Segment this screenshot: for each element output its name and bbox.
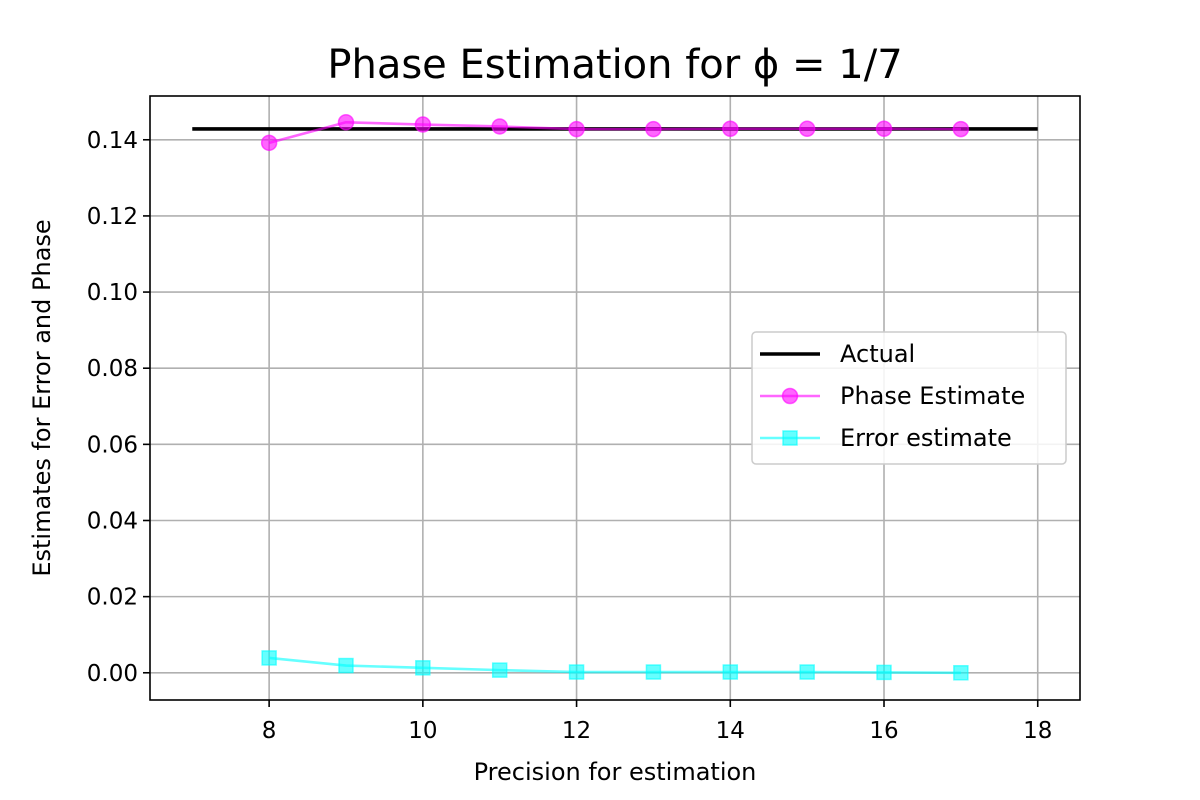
error-estimate-point [722, 664, 739, 680]
error-estimate-point [568, 664, 585, 680]
phase-estimate-point [645, 120, 662, 138]
phase-estimate-point [875, 120, 893, 137]
x-tick-label: 18 [1023, 718, 1052, 744]
legend: Actual Phase Estimate Error estimate [751, 331, 1067, 465]
y-tick-label: 0.04 [87, 508, 138, 534]
y-tick-label: 0.06 [87, 432, 138, 458]
y-axis-label: Estimates for Error and Phase [28, 219, 56, 576]
error-estimate-point [491, 662, 508, 678]
legend-label-phase-estimate: Phase Estimate [840, 382, 1025, 410]
error-estimate-point [415, 660, 431, 676]
error-estimate-point [645, 664, 662, 680]
phase-estimate-point [491, 118, 508, 135]
chart-title: Phase Estimation for ϕ = 1/7 [327, 42, 902, 88]
phase-estimate-point [798, 120, 816, 137]
error-estimate-point [799, 664, 815, 680]
x-tick-label: 10 [408, 718, 437, 744]
x-axis-label: Precision for estimation [474, 758, 757, 786]
error-estimate-point [876, 664, 892, 681]
y-tick-label: 0.10 [87, 280, 138, 306]
legend-marker-error-estimate [782, 430, 798, 446]
tick-layer: 8 10 12 14 16 18 0.00 0.02 0.04 0.06 0.08 0.10 0.12 0… [87, 128, 1053, 744]
error-estimate-point [338, 657, 354, 674]
phase-estimate-point [337, 114, 355, 131]
error-estimate-point [953, 665, 969, 681]
x-tick-label: 12 [562, 718, 591, 744]
y-tick-label: 0.14 [87, 128, 138, 154]
legend-label-actual: Actual [840, 340, 915, 368]
phase-estimate-point [260, 134, 278, 152]
phase-estimate-point [722, 120, 739, 137]
y-tick-label: 0.00 [87, 661, 138, 687]
x-tick-label: 14 [716, 718, 745, 744]
series-layer [192, 114, 1038, 681]
y-tick-label: 0.08 [87, 356, 138, 382]
legend-frame [751, 331, 1067, 465]
phase-estimate-point [952, 120, 970, 138]
phase-estimate-point [414, 116, 432, 133]
error-estimate-point [261, 650, 277, 666]
legend-label-error-estimate: Error estimate [840, 424, 1012, 452]
phase-estimate-line [268, 120, 961, 145]
x-tick-label: 16 [869, 718, 898, 744]
y-tick-label: 0.02 [87, 585, 138, 611]
y-tick-label: 0.12 [87, 204, 138, 230]
plot-frame [149, 95, 1081, 701]
error-estimate-line [269, 656, 961, 675]
legend-marker-phase-estimate [781, 387, 799, 405]
x-tick-label: 8 [262, 718, 277, 744]
phase-estimate-point [568, 120, 585, 138]
